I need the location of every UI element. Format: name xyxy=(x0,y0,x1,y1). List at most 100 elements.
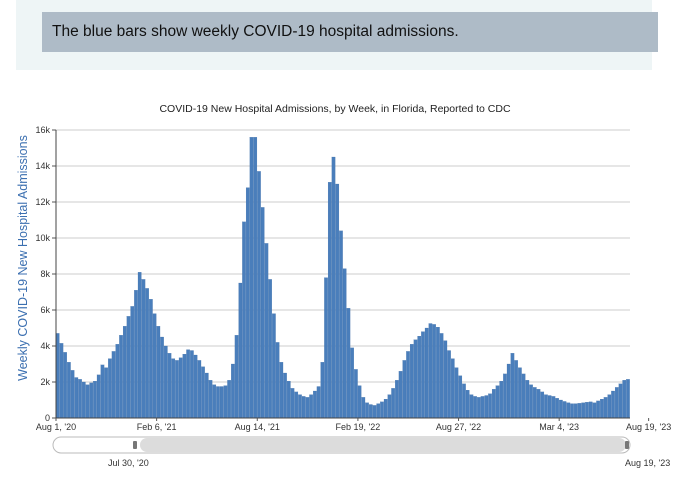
bar xyxy=(81,381,86,419)
bar xyxy=(305,397,310,419)
bar xyxy=(268,279,272,419)
bar xyxy=(469,394,474,419)
bar-series xyxy=(55,137,630,419)
bar xyxy=(141,279,146,419)
bar xyxy=(175,360,179,419)
bar xyxy=(264,243,269,419)
bar xyxy=(260,207,265,419)
bar xyxy=(499,381,504,419)
bar xyxy=(406,351,410,419)
bar xyxy=(372,405,377,419)
bar xyxy=(409,344,414,419)
bar xyxy=(555,398,559,419)
range-slider-selection[interactable] xyxy=(140,438,626,452)
bar xyxy=(350,347,354,419)
bar xyxy=(365,402,369,419)
axes: 0 2k 4k 6k 8k 10k 12k 14k 16k Aug 1, '20 Feb 6, '2… xyxy=(35,125,671,432)
bar xyxy=(227,380,231,419)
bar xyxy=(607,394,612,419)
bar xyxy=(450,358,455,419)
bar xyxy=(514,360,518,419)
bar xyxy=(477,397,481,419)
bar xyxy=(163,345,168,419)
bar xyxy=(231,363,235,419)
bar xyxy=(204,372,209,419)
bar xyxy=(55,333,60,419)
bar xyxy=(212,384,217,419)
range-slider[interactable] xyxy=(52,436,631,454)
bar xyxy=(611,390,615,419)
y-tick-label: 8k xyxy=(40,269,50,279)
bar xyxy=(618,383,623,419)
bar xyxy=(484,395,489,419)
bar xyxy=(540,391,545,419)
bar xyxy=(167,353,172,419)
bar xyxy=(115,344,120,419)
y-tick-label: 14k xyxy=(35,161,50,171)
x-tick-label: Feb 6, '21 xyxy=(137,422,177,432)
bar xyxy=(510,353,515,419)
x-tick-label: Aug 1, '20 xyxy=(36,422,76,432)
bar xyxy=(506,363,511,419)
range-slider-right-handle[interactable] xyxy=(625,441,629,449)
bar xyxy=(398,371,403,419)
bar xyxy=(171,358,176,419)
bar xyxy=(201,366,205,419)
bar xyxy=(562,401,567,419)
bar xyxy=(495,385,500,419)
bar xyxy=(491,389,496,419)
bar xyxy=(454,367,459,419)
bar xyxy=(96,374,101,419)
bar xyxy=(223,385,228,419)
y-axis-label: Weekly COVID-19 New Hospital Admissions xyxy=(16,135,30,381)
bar xyxy=(104,367,108,419)
bar xyxy=(417,336,422,419)
y-tick-label: 6k xyxy=(40,305,50,315)
bar xyxy=(395,380,399,419)
x-tick-label: Aug 19, '23 xyxy=(626,422,671,432)
bar xyxy=(596,400,600,419)
bar xyxy=(70,370,75,419)
bar xyxy=(134,290,138,419)
bar xyxy=(286,381,291,419)
x-tick-label: Mar 4, '23 xyxy=(539,422,579,432)
x-tick-label: Aug 14, '21 xyxy=(235,422,280,432)
bar xyxy=(182,354,187,419)
bar xyxy=(219,386,224,419)
range-slider-left-handle[interactable] xyxy=(133,441,137,449)
bar xyxy=(119,335,123,419)
bar xyxy=(342,268,347,419)
bar xyxy=(63,352,67,419)
bar xyxy=(93,381,97,419)
range-start-label: Jul 30, '20 xyxy=(108,458,149,468)
bar xyxy=(428,323,433,419)
bar xyxy=(253,137,258,419)
bar xyxy=(480,396,485,419)
bar xyxy=(249,137,254,419)
bar xyxy=(581,402,586,419)
bar xyxy=(551,396,556,419)
bar xyxy=(130,306,135,419)
bar xyxy=(626,379,630,419)
bar xyxy=(279,362,284,419)
bar xyxy=(137,272,142,419)
bar xyxy=(458,375,463,419)
bar xyxy=(391,388,395,419)
bar xyxy=(78,379,82,419)
bar xyxy=(152,313,157,419)
bar xyxy=(421,331,425,419)
bar xyxy=(503,373,507,419)
bar xyxy=(313,390,317,419)
bar xyxy=(89,382,94,419)
bar xyxy=(432,324,436,419)
bar xyxy=(327,182,332,419)
bar xyxy=(357,385,362,419)
bar xyxy=(339,230,343,419)
bar xyxy=(234,335,239,419)
bar xyxy=(275,342,280,419)
bar xyxy=(67,362,71,419)
range-end-label: Aug 19, '23 xyxy=(625,458,671,468)
bar xyxy=(577,403,582,419)
bar xyxy=(149,299,153,419)
bar xyxy=(216,386,220,419)
